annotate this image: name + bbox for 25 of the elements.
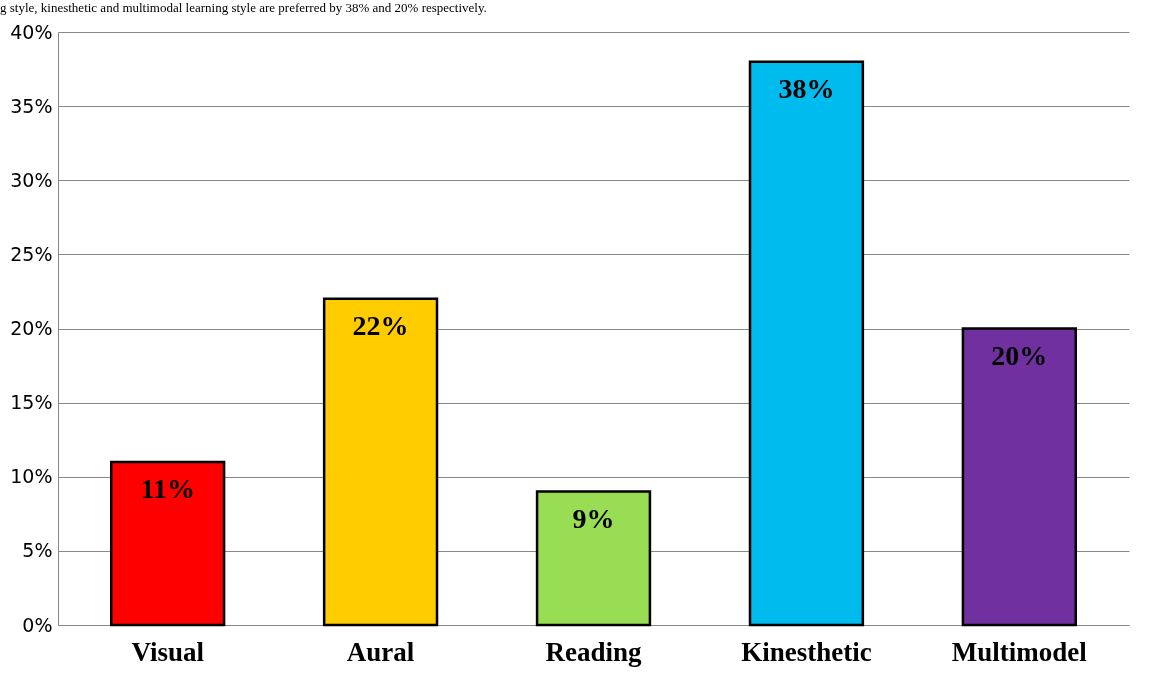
y-tick-label: 20% [10,317,53,339]
bar [961,327,1078,627]
data-label: 38% [778,72,835,104]
y-tick-label: 5% [22,539,53,562]
y-tick-label: 15% [10,391,53,414]
x-tick-label: Aural [346,636,415,667]
y-tick-label: 0% [22,613,53,636]
text: g style, kinesthetic and multimodal learning style are preferred by 38% and 20% respectively. [0,0,488,17]
y-tick-label: 40% [10,20,53,43]
data-label: 11% [140,472,195,504]
x-tick-label: Kinesthetic [741,636,872,667]
x-tick-label: Reading [545,636,642,667]
y-tick-label: 25% [10,242,53,265]
bar [748,60,865,627]
x-tick-label: Visual [131,636,205,667]
y-tick-label: 35% [10,94,53,117]
y-tick-label: 30% [10,168,53,191]
bar [109,460,226,627]
data-label: 22% [352,309,409,341]
x-tick-label: Multimodel [951,636,1088,667]
bar [322,297,439,627]
bar [535,490,652,627]
data-label: 20% [991,339,1048,371]
data-label: 9% [572,502,615,534]
y-tick-label: 10% [10,465,53,488]
